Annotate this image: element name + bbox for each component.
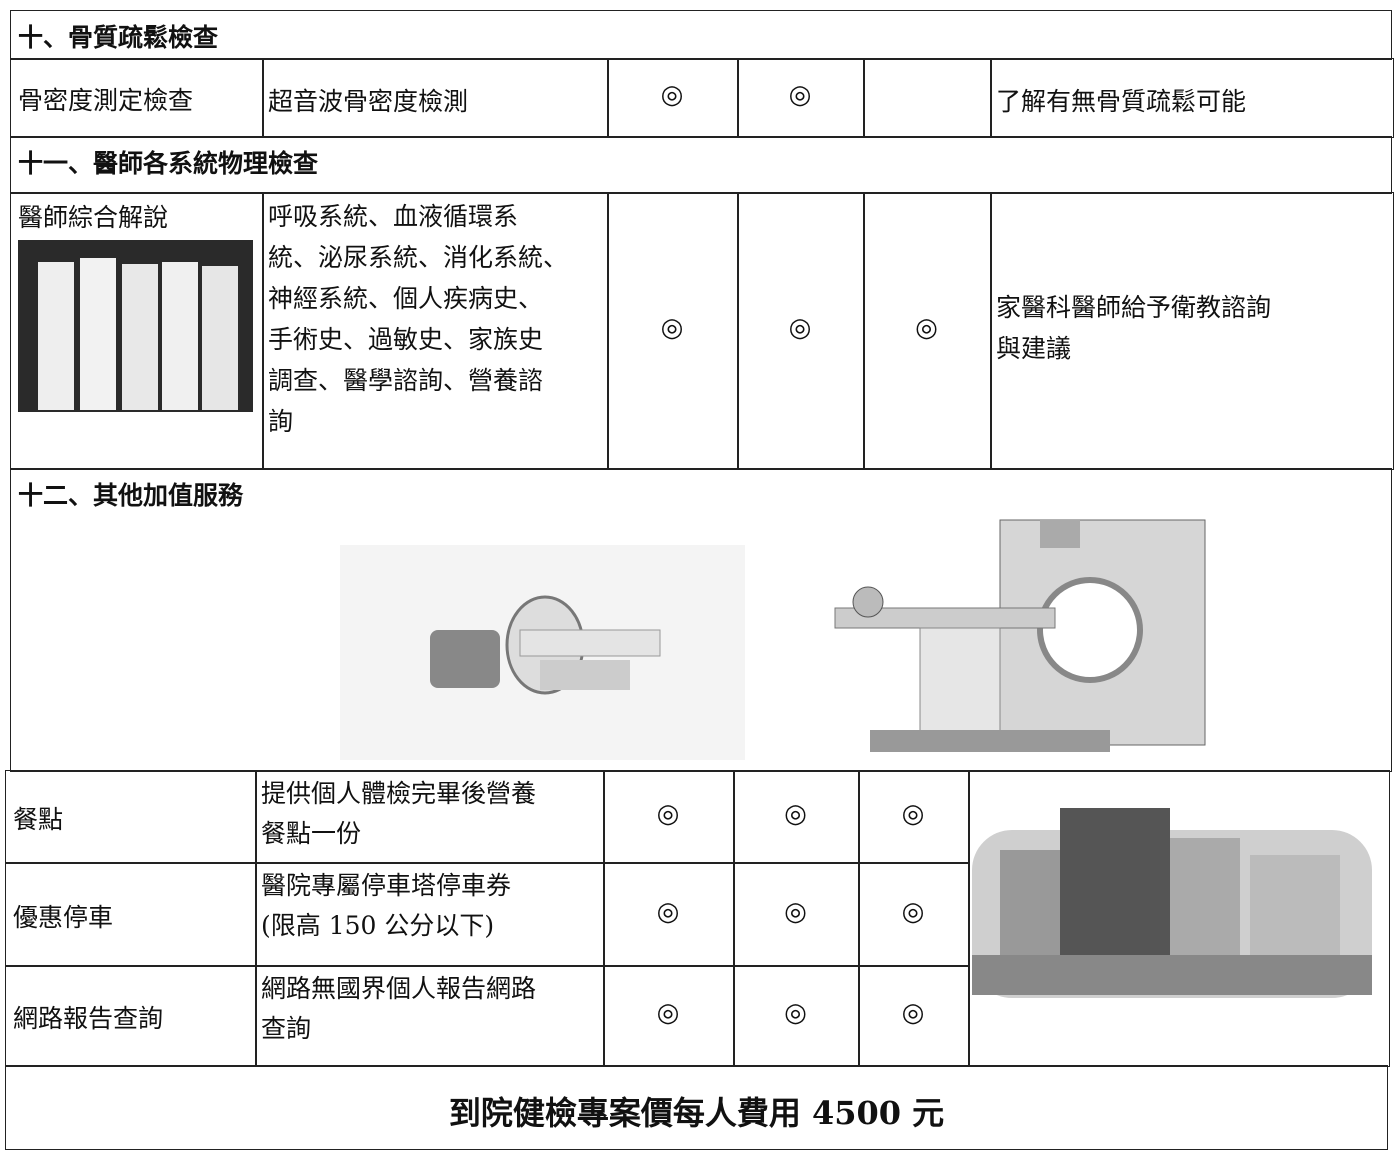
text-line: 呼吸系統、血液循環系 [268, 202, 519, 231]
table-cell [858, 770, 970, 864]
table-cell [5, 965, 257, 1067]
item-content: 超音波骨密度檢測 [268, 81, 468, 122]
text-line: 詢 [268, 407, 294, 436]
table-cell [863, 58, 992, 138]
table-cell [10, 192, 264, 470]
check-mark: ◎ [784, 896, 807, 927]
table-cell [262, 58, 609, 138]
table-cell [733, 862, 860, 967]
check-mark: ◎ [915, 313, 938, 343]
table-cell [607, 192, 739, 470]
table-cell [858, 965, 970, 1067]
check-mark: ◎ [901, 896, 925, 927]
check-mark: ◎ [901, 998, 925, 1028]
hospital-image [972, 808, 1372, 998]
table-cell [863, 192, 992, 470]
table-cell [733, 770, 860, 864]
mri-image [340, 545, 745, 760]
item-note: 家醫科醫師給予衛教諮詢 與建議 [996, 287, 1271, 369]
section-header-cell [10, 468, 1392, 772]
table-cell [255, 862, 605, 967]
item-note: 了解有無骨質疏鬆可能 [996, 81, 1246, 122]
item-name: 餐點 [13, 805, 64, 834]
text-line: 網路無國界個人報告網路 [261, 974, 537, 1003]
text-line: 醫院專屬停車塔停車券 [261, 871, 512, 900]
text-line: 神經系統、個人疾病史、 [268, 284, 544, 313]
item-name: 優惠停車 [13, 902, 114, 932]
section-header-cell [10, 10, 1392, 60]
item-name: 骨密度測定檢查 [18, 86, 194, 115]
section-title: 十一、醫師各系統物理檢查 [18, 149, 319, 178]
section-header-cell [10, 136, 1392, 194]
table-cell [255, 965, 605, 1067]
table-cell [990, 192, 1394, 470]
table-cell [255, 770, 605, 864]
image-cell [968, 770, 1390, 1067]
table-cell [607, 58, 739, 138]
text-line: 提供個人體檢完畢後營養 [261, 779, 537, 808]
table-cell [603, 965, 735, 1067]
text-line: 手術史、過敏史、家族史 [268, 325, 544, 354]
text-line: 了解有無骨質疏鬆可能 [996, 86, 1247, 116]
check-mark: ◎ [660, 313, 684, 343]
item-content: 網路無國界個人報告網路 查詢 [261, 969, 536, 1049]
text-line: (限高 150 公分以下) [261, 911, 495, 940]
table-cell [603, 770, 735, 864]
table-cell [737, 192, 865, 470]
text-line: 家醫科醫師給予衛教諮詢 [996, 293, 1272, 322]
check-mark: ◎ [784, 998, 807, 1028]
ct-image [834, 519, 1206, 752]
item-content: 醫院專屬停車塔停車券 (限高 150 公分以下) [261, 866, 511, 946]
text-line: 超音波骨密度檢測 [268, 87, 469, 116]
check-mark: ◎ [656, 799, 680, 829]
table-cell [737, 58, 865, 138]
check-mark: ◎ [660, 80, 684, 110]
check-mark: ◎ [656, 896, 680, 927]
footer-cell [5, 1065, 1388, 1150]
check-mark: ◎ [788, 313, 812, 343]
doctors-photo [18, 240, 253, 412]
section-title: 十二、其他加值服務 [18, 481, 244, 510]
table-cell [262, 192, 609, 470]
check-mark: ◎ [784, 799, 807, 829]
footer-price: 到院健檢專案價每人費用 4500 元 [448, 1094, 945, 1132]
table-cell [5, 770, 257, 864]
table-cell [10, 58, 264, 138]
check-mark: ◎ [788, 80, 812, 110]
table-cell [5, 862, 257, 967]
item-content: 呼吸系統、血液循環系統、泌尿系統、消化系統、 神經系統、個人疾病史、 手術史、過敏史… [268, 196, 568, 442]
section-title: 十、骨質疏鬆檢查 [18, 23, 219, 52]
text-line: 與建議 [996, 334, 1072, 363]
text-line: 查詢 [261, 1014, 312, 1043]
table-cell [733, 965, 860, 1067]
check-mark: ◎ [901, 799, 925, 829]
check-mark: ◎ [656, 998, 680, 1028]
text-line: 調查、醫學諮詢、營養諮 [268, 366, 544, 395]
table-cell [603, 862, 735, 967]
table-cell [990, 58, 1394, 138]
item-content: 提供個人體檢完畢後營養 餐點一份 [261, 774, 536, 854]
item-name: 醫師綜合解說 [18, 203, 169, 232]
table-cell [858, 862, 970, 967]
text-line: 統、泌尿系統、消化系統、 [268, 243, 569, 272]
item-name: 網路報告查詢 [13, 1004, 164, 1033]
text-line: 餐點一份 [261, 819, 362, 848]
